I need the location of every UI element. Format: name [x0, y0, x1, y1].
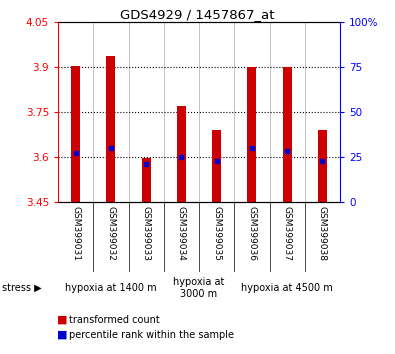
Text: ■: ■ [57, 330, 68, 340]
Text: GSM399034: GSM399034 [177, 206, 186, 261]
Text: hypoxia at
3000 m: hypoxia at 3000 m [173, 277, 225, 299]
Text: GSM399036: GSM399036 [247, 206, 256, 261]
Bar [71, 65, 80, 202]
Bar [212, 130, 221, 202]
Text: GSM399037: GSM399037 [283, 206, 292, 261]
Bar [107, 57, 115, 202]
Bar [283, 67, 292, 202]
Text: GSM399033: GSM399033 [142, 206, 150, 261]
Text: GDS4929 / 1457867_at: GDS4929 / 1457867_at [120, 8, 275, 21]
Text: GSM399038: GSM399038 [318, 206, 327, 261]
Text: ■: ■ [57, 315, 68, 325]
Bar [248, 67, 256, 202]
Text: GSM399035: GSM399035 [212, 206, 221, 261]
Text: transformed count: transformed count [69, 315, 160, 325]
Bar [142, 159, 150, 202]
Bar [318, 130, 327, 202]
Bar [177, 106, 186, 202]
Text: hypoxia at 1400 m: hypoxia at 1400 m [65, 283, 157, 293]
Text: percentile rank within the sample: percentile rank within the sample [69, 330, 234, 340]
Text: GSM399032: GSM399032 [106, 206, 115, 261]
Text: stress ▶: stress ▶ [2, 283, 41, 293]
Text: hypoxia at 4500 m: hypoxia at 4500 m [241, 283, 333, 293]
Text: GSM399031: GSM399031 [71, 206, 80, 261]
